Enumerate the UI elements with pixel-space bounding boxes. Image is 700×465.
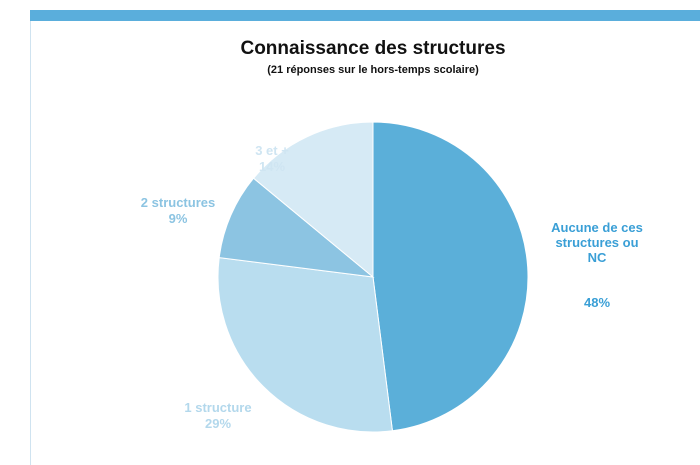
- value-label: 9%: [168, 211, 188, 226]
- pie-slice: [372, 121, 529, 432]
- slice-label: 3 et +: [255, 143, 289, 158]
- value-label: 29%: [204, 416, 232, 431]
- slice-label: 1 structure: [184, 400, 252, 415]
- slice-label: 2 structures: [140, 195, 216, 210]
- pie-slice: [217, 257, 393, 433]
- value-label: 14%: [258, 159, 286, 174]
- pie-slice: [252, 121, 374, 279]
- value-label: 48%: [583, 295, 611, 310]
- pie-slice: [218, 177, 375, 278]
- chart-subtitle: (21 réponses sur le hors-temps scolaire): [267, 64, 479, 76]
- slice-label: Aucune de ces structures ou NC: [551, 220, 643, 265]
- chart-title: Connaissance des structures: [240, 38, 506, 59]
- top-bar: [30, 10, 700, 21]
